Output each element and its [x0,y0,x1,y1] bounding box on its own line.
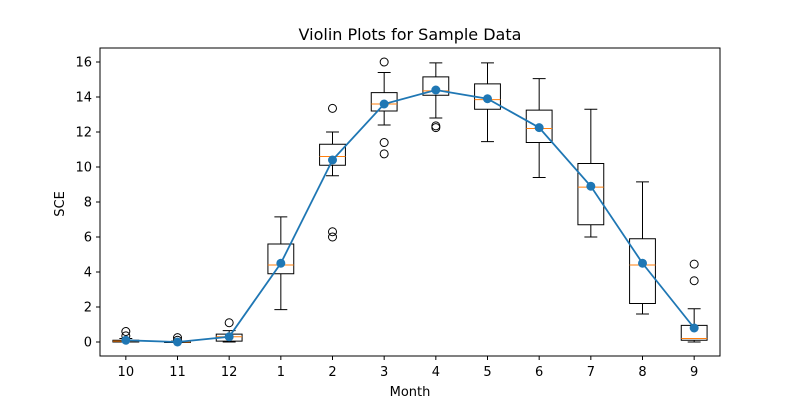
y-tick-label: 10 [75,161,92,176]
y-tick-label: 2 [84,301,92,316]
box-group [525,78,553,178]
y-tick-label: 8 [84,196,92,211]
outlier-point [328,232,337,242]
outlier-point [689,259,699,269]
outlier-point [328,227,337,237]
mean-point [328,155,337,165]
y-tick-label: 14 [75,91,92,106]
x-tick-label: 2 [328,365,336,380]
x-tick-label: 4 [432,365,440,380]
mean-point [224,332,234,342]
outlier-point [121,327,131,336]
box-iqr [267,243,295,275]
x-tick-label: 1 [277,365,285,380]
mean-point [689,323,699,333]
outlier-point [224,318,234,328]
mean-point [638,258,647,268]
x-tick-label: 7 [587,365,595,380]
x-axis: 10 11 12 1 2 3 4 5 6 7 8 9 [118,356,698,380]
box-iqr [577,163,605,226]
outlier-point [379,138,389,147]
x-tick-label: 9 [690,365,698,380]
outlier-point [431,121,441,131]
x-tick-label: 8 [638,365,646,380]
chart-title: Violin Plots for Sample Data [299,25,522,44]
box-iqr [370,92,398,112]
plot-area-frame [99,47,721,357]
y-tick-label: 4 [84,266,92,281]
mean-point [379,99,389,109]
x-tick-label: 12 [221,365,238,380]
plot-marks [112,57,708,347]
outlier-point [379,149,389,159]
y-tick-label: 0 [84,336,92,351]
x-axis-label: Month [390,385,431,400]
y-axis: 0 2 4 6 8 10 12 14 16 [75,56,100,351]
mean-point [586,181,596,191]
mean-line [125,89,695,343]
mean-point [431,85,441,95]
box-group [629,181,656,315]
outlier-point [328,103,337,113]
x-tick-label: 11 [169,365,186,380]
x-tick-label: 6 [535,365,543,380]
outlier-point [379,57,389,67]
y-tick-label: 6 [84,231,92,246]
box-group [422,62,450,133]
mean-point [534,123,544,133]
box-group [577,108,605,238]
outlier-point [431,123,441,133]
box-group [370,57,398,159]
box-iqr [319,143,346,166]
box-iqr [525,109,553,143]
mean-point [173,337,182,347]
y-tick-label: 12 [75,126,92,141]
x-tick-label: 10 [118,365,135,380]
box-group [319,103,346,242]
x-tick-label: 3 [380,365,388,380]
box-iqr [422,76,450,96]
mean-point [276,258,286,268]
y-axis-label: SCE [53,191,68,217]
box-iqr [629,238,656,304]
outlier-point [689,276,699,286]
mean-point [121,335,131,345]
x-tick-label: 5 [483,365,491,380]
y-tick-label: 16 [75,56,92,71]
mean-point [483,94,492,104]
